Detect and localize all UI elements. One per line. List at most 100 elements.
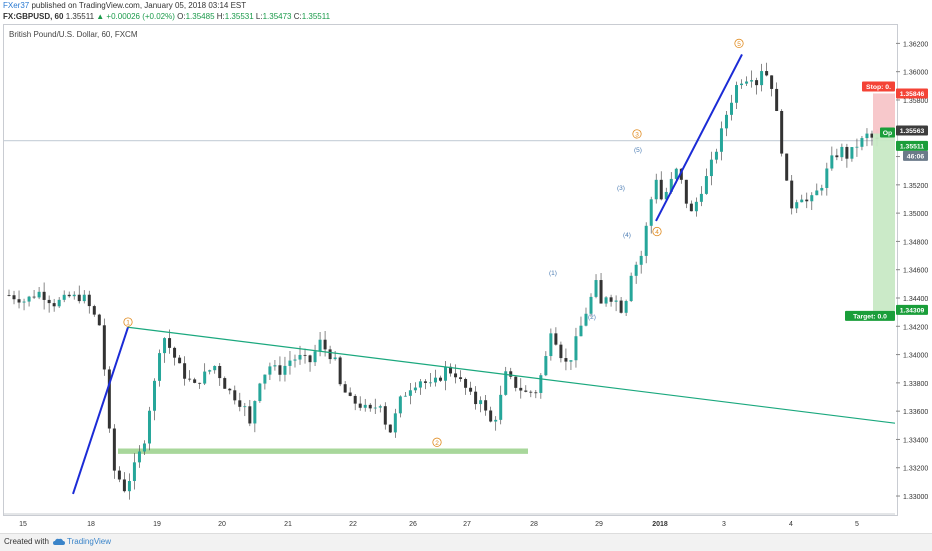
candle-body xyxy=(22,301,26,303)
x-tick-label: 2018 xyxy=(652,521,668,528)
candle-body xyxy=(664,191,668,200)
wave-label-5: 5 xyxy=(737,41,741,48)
support-zone xyxy=(118,448,528,454)
candle-body xyxy=(213,365,217,371)
candle-body xyxy=(107,369,111,429)
y-tick-label: 1.33600 xyxy=(903,409,928,416)
entry-price-tag-bg xyxy=(896,125,928,136)
candle-body xyxy=(539,375,543,393)
candle-body xyxy=(654,179,658,200)
candle-body xyxy=(62,294,66,300)
candle-body xyxy=(479,400,483,405)
candle-body xyxy=(298,354,302,360)
candle-body xyxy=(534,392,538,394)
candle-body xyxy=(619,300,623,313)
candle-body xyxy=(785,153,789,181)
candle-body xyxy=(388,424,392,433)
candle-body xyxy=(584,313,588,326)
candle-body xyxy=(408,390,412,396)
candle-body xyxy=(674,168,678,179)
candle-body xyxy=(554,333,558,345)
y-tick-label: 1.34000 xyxy=(903,353,928,360)
x-tick-label: 4 xyxy=(789,521,793,528)
candle-body xyxy=(790,180,794,209)
candle-body xyxy=(559,344,563,359)
footer-bar: Created with TradingView xyxy=(0,533,932,551)
candle-body xyxy=(153,380,157,411)
candle-body xyxy=(810,195,814,202)
candle-body xyxy=(770,75,774,89)
candle-body xyxy=(198,382,202,384)
symbol-info-bar: FX:GBPUSD, 60 1.35511 ▲ +0.00026 (+0.02%… xyxy=(3,12,330,21)
candle-body xyxy=(132,462,136,482)
candle-body xyxy=(860,138,864,147)
candle-body xyxy=(775,88,779,111)
candle-body xyxy=(57,299,61,307)
candle-body xyxy=(122,479,126,492)
countdown-tag-bg xyxy=(903,150,928,161)
candle-body xyxy=(158,353,162,381)
candle-body xyxy=(745,81,749,84)
candle-body xyxy=(288,360,292,366)
candle-body xyxy=(293,359,297,361)
author-link[interactable]: FXer37 xyxy=(3,1,30,10)
candle-body xyxy=(489,410,493,422)
candle-body xyxy=(449,366,453,374)
close-label: C: xyxy=(293,12,302,21)
x-tick-label: 20 xyxy=(218,521,226,528)
entry-price-tag: 1.35563 xyxy=(900,128,925,135)
wave-minor-label: (4) xyxy=(623,232,631,239)
candle-body xyxy=(328,349,332,360)
candle-body xyxy=(594,280,598,297)
high-label: H: xyxy=(216,12,225,21)
last-price: 1.35511 xyxy=(65,12,95,21)
candle-body xyxy=(323,339,327,350)
candle-body xyxy=(72,294,76,297)
candle-body xyxy=(268,366,272,375)
candle-body xyxy=(724,114,728,129)
chart-pane[interactable] xyxy=(3,24,898,516)
candle-body xyxy=(684,179,688,204)
candle-body xyxy=(865,133,869,139)
candle-body xyxy=(629,275,633,302)
candle-body xyxy=(27,296,31,302)
candle-body xyxy=(639,255,643,265)
candle-body xyxy=(835,155,839,158)
candle-body xyxy=(228,388,232,391)
candle-body xyxy=(709,159,713,177)
candle-body xyxy=(77,294,81,302)
wave-label-5-circle xyxy=(734,38,744,48)
tradingview-brand-link[interactable]: TradingView xyxy=(67,537,112,546)
candle-body xyxy=(519,387,523,391)
candle-body xyxy=(474,391,478,405)
descending-trendline xyxy=(127,326,895,424)
candle-body xyxy=(704,176,708,194)
candle-body xyxy=(343,384,347,393)
candle-body xyxy=(52,303,56,307)
candle-body xyxy=(147,410,151,444)
x-tick-label: 21 xyxy=(284,521,292,528)
candle-body xyxy=(273,365,277,367)
candle-body xyxy=(795,202,799,209)
high-value: 1.35531 xyxy=(224,12,254,21)
y-tick-label: 1.33400 xyxy=(903,437,928,444)
candle-body xyxy=(840,146,844,158)
y-tick-label: 1.35000 xyxy=(903,211,928,218)
candle-body xyxy=(47,299,51,304)
stop-label: Stop: 0. xyxy=(866,84,891,91)
candle-body xyxy=(373,407,377,409)
price-chart[interactable]: 1.33000 1.33200 1.33400 1.33600 1.33800 1.340… xyxy=(0,0,932,533)
candle-body xyxy=(740,83,744,86)
candle-body xyxy=(694,201,698,212)
candle-body xyxy=(263,374,267,384)
candle-body xyxy=(780,110,784,154)
x-tick-label: 29 xyxy=(595,521,603,528)
entry-label: Op xyxy=(883,130,892,137)
open-label: O: xyxy=(177,12,186,21)
created-with-text: Created with xyxy=(4,537,49,546)
candle-body xyxy=(805,199,809,202)
y-tick-label: 1.33000 xyxy=(903,494,928,501)
candle-body xyxy=(258,383,262,402)
candle-body xyxy=(243,406,247,408)
last-price-tag: 1.35511 xyxy=(900,143,924,150)
